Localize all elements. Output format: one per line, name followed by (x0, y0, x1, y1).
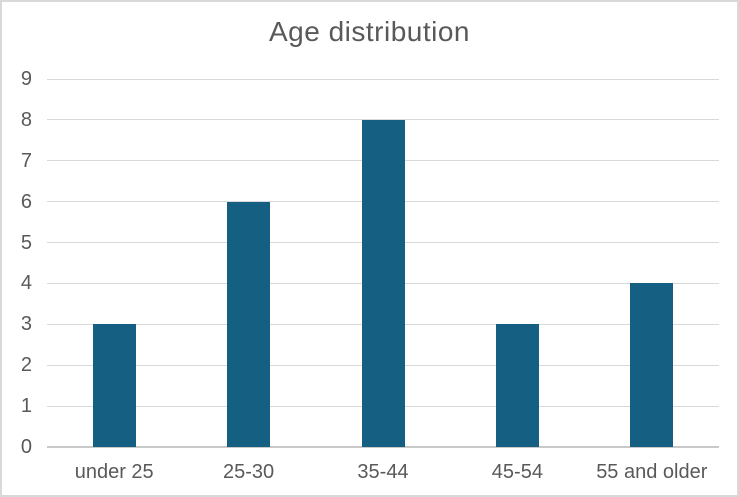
y-tick-label: 2 (20, 354, 32, 377)
bar-under-25 (92, 324, 136, 447)
category-label: 25-30 (223, 461, 275, 483)
chart-title: Age distribution (268, 16, 470, 47)
y-tick-label: 6 (20, 190, 32, 213)
bar-35-44 (361, 119, 405, 447)
y-tick-label: 5 (20, 231, 32, 254)
category-label: 55 and older (596, 461, 708, 483)
bar-25-30 (227, 201, 271, 447)
category-label: 35-44 (357, 461, 409, 483)
category-label: under 25 (74, 461, 154, 483)
y-tick-label: 3 (20, 313, 32, 336)
y-tick-label: 1 (20, 395, 32, 418)
y-tick-label: 0 (20, 436, 32, 458)
gridline (47, 78, 719, 80)
category-label: 45-54 (491, 461, 543, 483)
x-axis-line (47, 446, 719, 448)
bar-45-54 (495, 324, 539, 447)
y-tick-label: 4 (20, 272, 32, 295)
y-tick-label: 7 (20, 149, 32, 172)
y-tick-label: 8 (20, 108, 32, 131)
y-tick-label: 9 (20, 68, 32, 90)
bar-55-and-older (630, 283, 674, 447)
